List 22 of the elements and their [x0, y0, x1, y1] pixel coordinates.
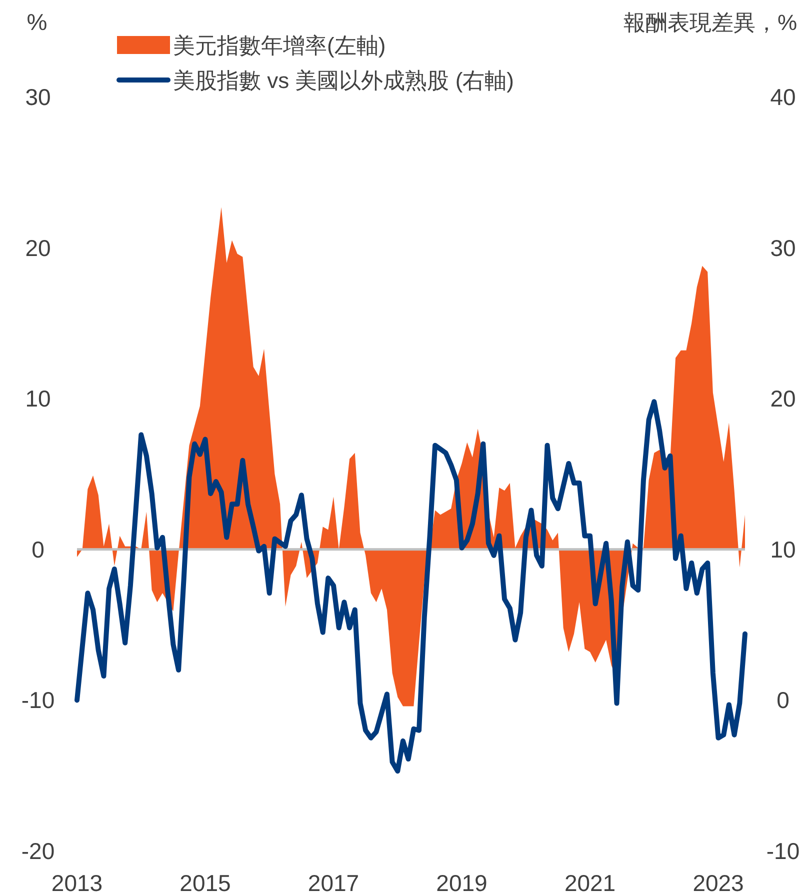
x-tick-label: 2017 [308, 870, 360, 896]
x-tick-label: 2023 [692, 870, 744, 896]
y-tick-label: 30 [25, 84, 51, 110]
y-tick-label: 20 [25, 234, 51, 261]
y-tick-label: 10 [25, 386, 51, 412]
x-tick-label: 2013 [51, 870, 103, 896]
y2-axis-title: 報酬表現差異，% [623, 10, 797, 35]
y2-tick-label: 30 [770, 234, 796, 261]
y-tick-label: -20 [21, 838, 55, 864]
y2-tick-label: 0 [776, 687, 790, 714]
x-tick-label: 2015 [180, 870, 231, 896]
y-tick-label: -10 [21, 687, 55, 714]
legend-label: 美股指數 vs 美國以外成熟股 (右軸) [173, 68, 514, 93]
y-tick-label: 0 [32, 536, 44, 562]
y2-tick-label: 20 [770, 386, 796, 412]
y2-tick-label: -10 [766, 838, 800, 864]
legend-label: 美元指數年增率(左軸) [173, 33, 386, 58]
y2-tick-label: 10 [770, 536, 796, 562]
y2-tick-label: 40 [770, 84, 796, 110]
y-axis-title: % [26, 9, 48, 35]
x-tick-label: 2019 [436, 870, 488, 896]
x-tick-label: 2021 [564, 870, 616, 896]
